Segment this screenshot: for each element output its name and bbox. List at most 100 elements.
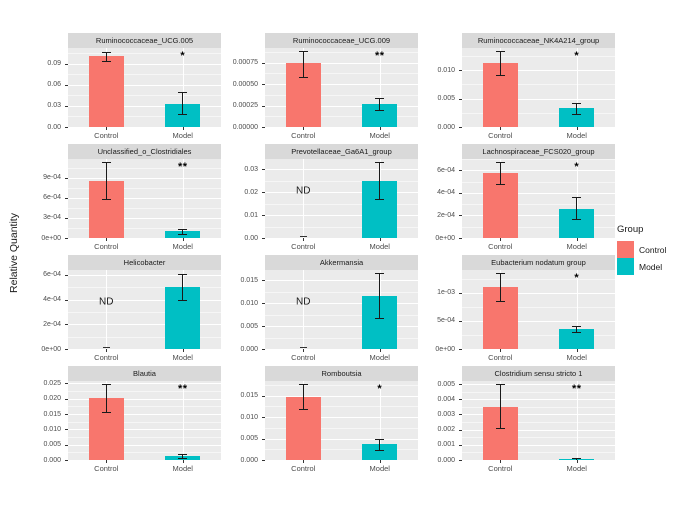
gridline-major — [68, 444, 221, 446]
legend-label-model: Model — [639, 261, 663, 272]
y-tick-mark — [262, 303, 265, 305]
gridline-major — [462, 320, 615, 322]
y-tick-label: 5e-04 — [437, 317, 455, 325]
error-bar-cap — [375, 162, 385, 164]
gridline-minor — [68, 116, 221, 118]
facet-grid: 0.00 0.03 0.06 0.09 Ruminococcaceae_UCG.005 *… — [24, 33, 615, 477]
gridline-minor — [462, 55, 615, 57]
error-bar-line — [105, 384, 107, 412]
error-bar-line — [302, 51, 304, 78]
y-tick-mark — [65, 197, 68, 199]
gridline-major — [68, 299, 221, 301]
gridline-vertical — [106, 270, 108, 349]
gridline-major — [265, 215, 418, 217]
gridline-minor — [265, 51, 418, 53]
gridline-vertical — [576, 381, 578, 460]
error-bar-line — [576, 102, 578, 115]
error-bar-cap — [298, 384, 308, 386]
y-axis-unclassified-o-clostridiales: 0e+00 3e-04 6e-04 9e-04 — [24, 144, 68, 255]
bar-model — [165, 103, 201, 127]
gridline-major — [265, 326, 418, 328]
gridline-major — [68, 274, 221, 276]
gridline-major — [265, 417, 418, 419]
error-bar-cap — [298, 77, 308, 79]
y-tick-mark — [459, 399, 462, 401]
y-tick-label: 1e-03 — [437, 289, 455, 297]
y-tick-mark — [459, 192, 462, 194]
gridline-vertical — [379, 48, 381, 127]
gridline-minor — [68, 207, 221, 209]
facet-panel-ruminococcaceae-ucg-005: 0.00 0.03 0.06 0.09 Ruminococcaceae_UCG.005 *… — [24, 33, 221, 144]
facet-title: Lachnospiraceae_FCS020_group — [482, 147, 595, 156]
y-tick-mark — [65, 238, 68, 239]
facet-strip: Clostridium sensu stricto 1 — [462, 366, 615, 381]
error-bar-cap — [572, 218, 582, 220]
y-tick-mark — [262, 127, 265, 128]
facet-title: Prevotellaceae_Ga6A1_group — [291, 147, 392, 156]
gridline-vertical — [182, 48, 184, 127]
y-axis-blautia: 0.000 0.005 0.010 0.015 0.020 0.025 — [24, 366, 68, 477]
y-tick-mark — [459, 429, 462, 431]
x-category-label: Control — [488, 131, 513, 140]
y-axis-ruminococcaceae-ucg-009: 0.00000 0.00025 0.00050 0.00075 — [221, 33, 265, 144]
error-bar-cap — [178, 228, 188, 230]
y-axis-eubacterium-nodatum-group: 0e+00 5e-04 1e-03 — [418, 255, 462, 366]
x-tick-mark — [303, 460, 305, 463]
gridline-minor — [462, 391, 615, 393]
y-tick-label: 0.010 — [43, 425, 61, 433]
x-axis-labels: Control Model — [68, 127, 221, 144]
error-bar-line — [499, 384, 501, 429]
gridline-minor — [68, 227, 221, 229]
y-axis-clostridium-sensu-stricto-1: 0.000 0.001 0.002 0.003 0.004 0.005 — [418, 366, 462, 477]
y-tick-mark — [459, 460, 462, 461]
gridline-major — [265, 303, 418, 305]
y-tick-label: 0.001 — [437, 441, 455, 449]
y-axis-akkermansia: 0.000 0.005 0.010 0.015 — [221, 255, 265, 366]
y-tick-mark — [262, 417, 265, 419]
y-tick-label: 0.020 — [43, 395, 61, 403]
y-tick-label: 0e+00 — [41, 234, 61, 242]
gridline-minor — [265, 314, 418, 316]
plot-area: * — [462, 270, 615, 349]
gridline-major — [68, 414, 221, 416]
y-tick-label: 0.000 — [240, 345, 258, 353]
error-bar-cap — [178, 91, 188, 93]
gridline-vertical — [576, 270, 578, 349]
facet-strip: Lachnospiraceae_FCS020_group — [462, 144, 615, 159]
error-bar-cap — [101, 384, 111, 386]
x-tick-mark — [500, 238, 502, 241]
gridline-vertical — [576, 48, 578, 127]
y-tick-label: 2e-04 — [43, 320, 61, 328]
facet-panel-eubacterium-nodatum-group: 0e+00 5e-04 1e-03 Eubacterium nodatum group… — [418, 255, 615, 366]
gridline-minor — [462, 226, 615, 228]
y-tick-mark — [65, 299, 68, 301]
x-category-label: Control — [488, 464, 513, 473]
x-axis-labels: Control Model — [68, 460, 221, 477]
y-tick-mark — [459, 349, 462, 350]
y-tick-mark — [459, 444, 462, 446]
bar-model — [559, 108, 595, 127]
legend-item-control: Control — [617, 241, 666, 258]
y-tick-label: 6e-04 — [437, 166, 455, 174]
gridline-minor — [68, 336, 221, 338]
plot-area: ** — [265, 48, 418, 127]
x-category-label: Model — [369, 131, 390, 140]
error-bar-line — [105, 52, 107, 62]
gridline-minor — [68, 74, 221, 76]
x-category-label: Model — [369, 464, 390, 473]
x-axis-labels: Control Model — [462, 238, 615, 255]
y-tick-mark — [65, 383, 68, 385]
plot-area: * — [462, 48, 615, 127]
gridline-major — [68, 63, 221, 65]
y-tick-mark — [262, 169, 265, 171]
gridline-minor — [68, 167, 221, 169]
y-tick-label: 0.025 — [43, 379, 61, 387]
x-tick-mark — [379, 238, 381, 241]
y-tick-label: 0e+00 — [435, 345, 455, 353]
facet-panel-ruminococcaceae-nk4a214-group: 0.000 0.005 0.010 Ruminococcaceae_NK4A214_g… — [418, 33, 615, 144]
x-axis-labels: Control Model — [265, 127, 418, 144]
gridline-major — [265, 169, 418, 171]
significance-marker: ** — [177, 383, 188, 395]
y-tick-label: 0.00 — [244, 234, 258, 242]
plot-area: ND — [265, 159, 418, 238]
